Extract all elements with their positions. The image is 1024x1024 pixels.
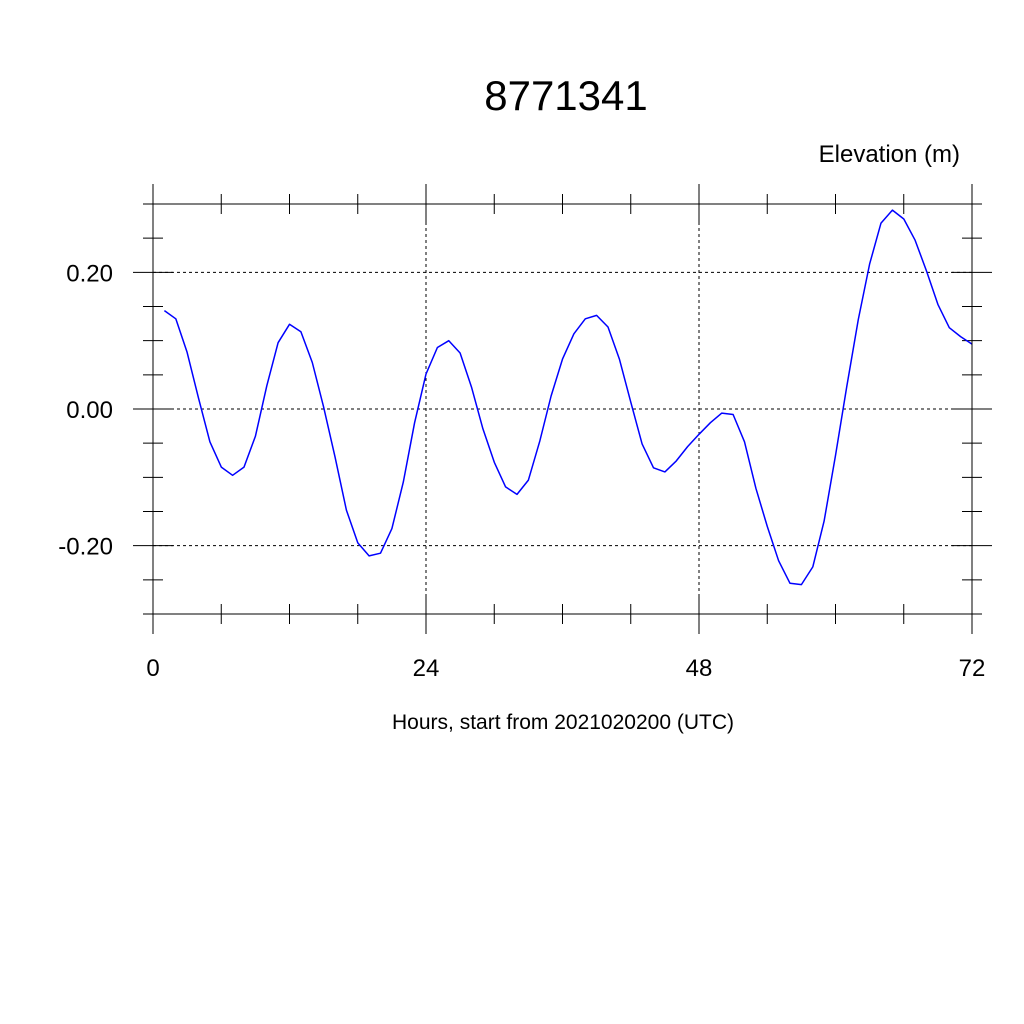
elevation-series-line <box>163 209 973 586</box>
series-layer <box>163 209 973 586</box>
y-tick-label: -0.20 <box>58 534 113 561</box>
x-tick-label: 0 <box>146 655 159 682</box>
x-tick-label: 48 <box>686 655 713 682</box>
plot-frame <box>152 203 973 615</box>
y-tick-label: 0.20 <box>66 260 113 287</box>
x-axis-label: Hours, start from 2021020200 (UTC) <box>392 711 734 734</box>
gridlines <box>153 204 972 614</box>
tick-labels: 0 24 48 72 -0.20 0.00 0.20 <box>58 260 985 682</box>
x-tick-label: 24 <box>413 655 440 682</box>
y-tick-label: 0.00 <box>66 397 113 424</box>
x-tick-label: 72 <box>959 655 986 682</box>
y-axis-label: Elevation (m) <box>819 141 960 168</box>
chart-title: 8771341 <box>484 72 648 119</box>
